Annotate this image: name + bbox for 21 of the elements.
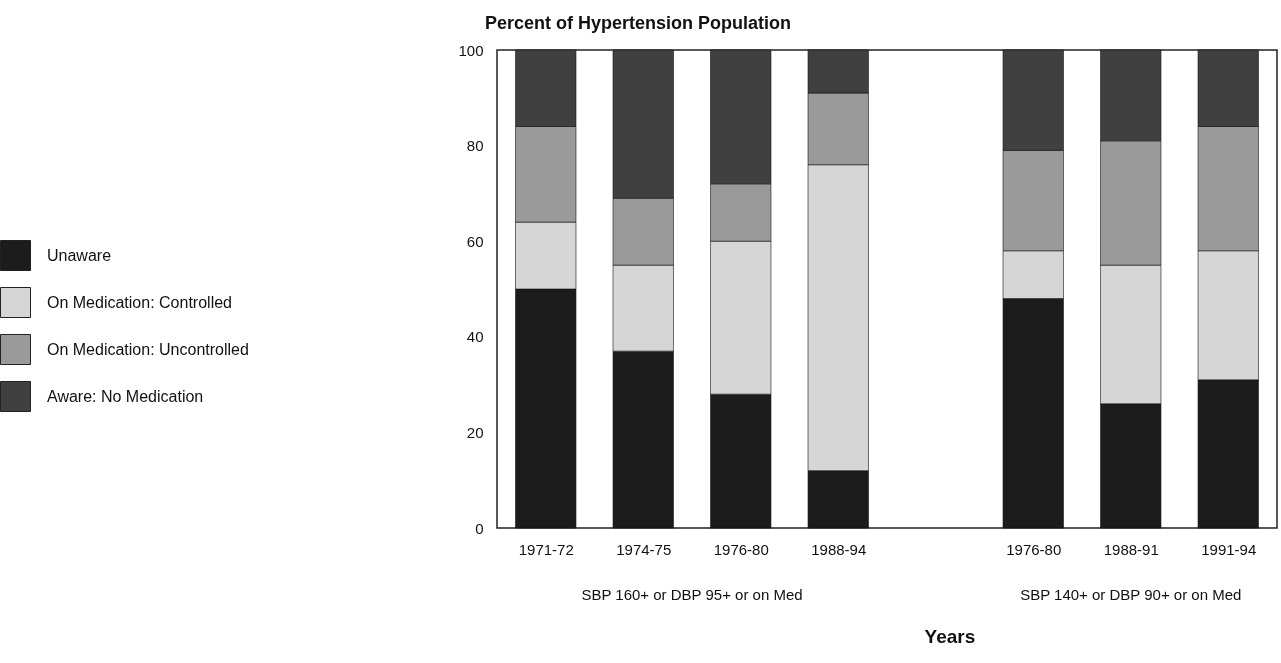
y-tick-label: 40 <box>466 328 484 346</box>
y-tick-label: 60 <box>466 232 484 250</box>
legend-label: On Medication: Controlled <box>47 293 232 311</box>
x-axis-title: Years <box>924 625 976 647</box>
legend-label: Unaware <box>47 246 112 264</box>
legend-label: On Medication: Uncontrolled <box>47 340 249 358</box>
x-tick-label: 1991-94 <box>1201 540 1257 558</box>
text: SBP 140+ or DBP 90+ or on Med <box>1020 586 1242 603</box>
x-tick-label: 1974-75 <box>616 540 672 558</box>
y-tick-label: 20 <box>466 423 484 441</box>
y-tick-label: 80 <box>466 137 484 155</box>
x-tick-label: 1988-91 <box>1103 540 1159 558</box>
legend-label: Aware: No Medication <box>47 387 204 405</box>
x-tick-label: 1971-72 <box>518 540 574 558</box>
x-tick-label: 1988-94 <box>811 540 867 558</box>
text: SBP 160+ or DBP 95+ or on Med <box>581 586 803 603</box>
x-tick-label: 1976-80 <box>1006 540 1062 558</box>
chart-title: Percent of Hypertension Population <box>485 13 792 33</box>
y-tick-label: 100 <box>458 41 484 59</box>
y-tick-label: 0 <box>475 519 484 537</box>
x-tick-label: 1976-80 <box>713 540 769 558</box>
